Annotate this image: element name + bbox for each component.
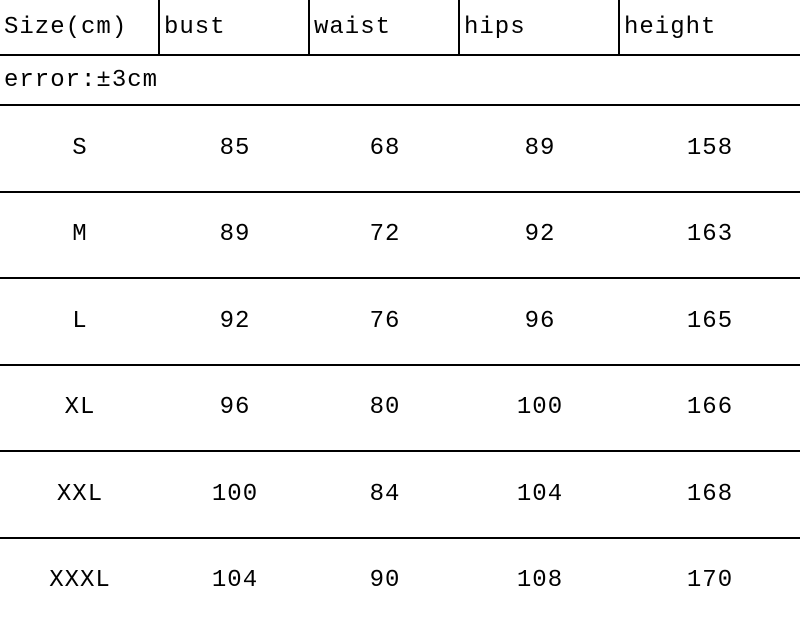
cell-size: M <box>0 193 160 278</box>
cell-bust: 85 <box>160 106 310 191</box>
table-row: S 85 68 89 158 <box>0 106 800 193</box>
table-row: XXXL 104 90 108 170 <box>0 539 800 623</box>
cell-height: 163 <box>620 193 800 278</box>
cell-bust: 104 <box>160 539 310 623</box>
cell-size: L <box>0 279 160 364</box>
cell-height: 165 <box>620 279 800 364</box>
cell-size: XXXL <box>0 539 160 623</box>
cell-hips: 92 <box>460 193 620 278</box>
cell-hips: 89 <box>460 106 620 191</box>
cell-bust: 96 <box>160 366 310 451</box>
cell-size: XL <box>0 366 160 451</box>
cell-bust: 92 <box>160 279 310 364</box>
cell-size: XXL <box>0 452 160 537</box>
table-row: L 92 76 96 165 <box>0 279 800 366</box>
size-table: Size(cm) bust waist hips height error:±3… <box>0 0 800 623</box>
cell-hips: 96 <box>460 279 620 364</box>
cell-hips: 104 <box>460 452 620 537</box>
table-body: S 85 68 89 158 M 89 72 92 163 L 92 76 96… <box>0 106 800 623</box>
table-row: M 89 72 92 163 <box>0 193 800 280</box>
cell-hips: 100 <box>460 366 620 451</box>
cell-height: 158 <box>620 106 800 191</box>
cell-waist: 76 <box>310 279 460 364</box>
cell-waist: 80 <box>310 366 460 451</box>
table-row: XXL 100 84 104 168 <box>0 452 800 539</box>
cell-bust: 100 <box>160 452 310 537</box>
cell-bust: 89 <box>160 193 310 278</box>
cell-size: S <box>0 106 160 191</box>
col-header-height: height <box>620 0 800 54</box>
col-header-hips: hips <box>460 0 620 54</box>
cell-waist: 72 <box>310 193 460 278</box>
cell-waist: 90 <box>310 539 460 623</box>
cell-height: 168 <box>620 452 800 537</box>
cell-height: 166 <box>620 366 800 451</box>
cell-hips: 108 <box>460 539 620 623</box>
col-header-waist: waist <box>310 0 460 54</box>
cell-waist: 84 <box>310 452 460 537</box>
cell-height: 170 <box>620 539 800 623</box>
col-header-bust: bust <box>160 0 310 54</box>
table-row: XL 96 80 100 166 <box>0 366 800 453</box>
table-header-row: Size(cm) bust waist hips height <box>0 0 800 56</box>
col-header-size: Size(cm) <box>0 0 160 54</box>
cell-waist: 68 <box>310 106 460 191</box>
error-note-row: error:±3cm <box>0 56 800 106</box>
